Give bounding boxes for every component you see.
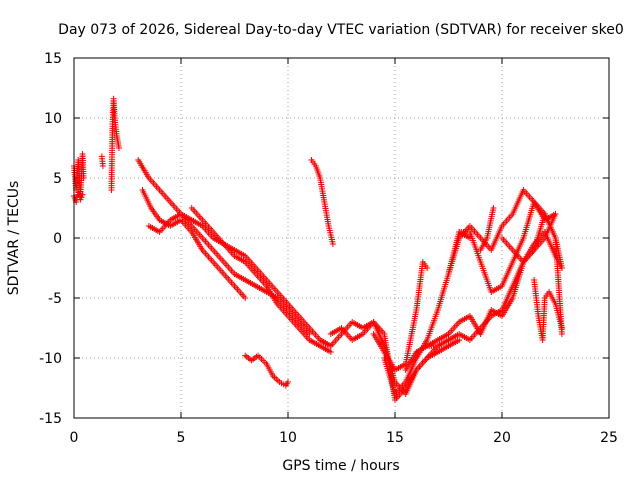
data-point <box>242 295 249 301</box>
data-point <box>115 145 122 151</box>
series-arc12 <box>327 319 441 397</box>
series-arc13 <box>370 259 431 373</box>
series-arc16 <box>424 229 565 349</box>
series-arc21 <box>531 277 565 343</box>
x-tick-label: 25 <box>600 430 618 446</box>
data-point <box>558 325 565 331</box>
series-arc6 <box>139 187 249 301</box>
y-axis-label: SDTVAR / TECUs <box>6 181 22 296</box>
data-point <box>490 205 497 211</box>
series-arc4 <box>108 95 122 193</box>
data-point <box>329 241 336 247</box>
x-axis-label: GPS time / hours <box>282 458 399 474</box>
series-arc3 <box>98 153 106 169</box>
x-tick-label: 20 <box>493 430 511 446</box>
data-point <box>558 331 565 337</box>
series-arc9 <box>242 352 291 389</box>
series-arc20 <box>499 211 565 337</box>
data-point <box>80 175 87 181</box>
x-tick-label: 10 <box>279 430 297 446</box>
y-tick-label: 5 <box>53 171 62 187</box>
axis-ticks: 0 5 10 15 20 25 15 10 5 0 -5 -10 -15 <box>39 51 618 446</box>
series-arc1 <box>71 151 87 199</box>
series-arc7 <box>145 211 313 337</box>
data-series <box>71 95 565 403</box>
data-point <box>558 265 565 271</box>
y-tick-label: 15 <box>44 51 62 67</box>
data-point <box>285 379 291 385</box>
y-tick-label: 10 <box>44 111 62 127</box>
plot-frame <box>73 57 610 419</box>
y-tick-label: -15 <box>39 411 62 427</box>
series-arc19 <box>477 205 497 253</box>
y-tick-label: -5 <box>48 291 62 307</box>
data-point <box>79 191 86 198</box>
series-arc2 <box>71 189 86 205</box>
x-tick-label: 0 <box>70 430 79 446</box>
data-point <box>327 349 334 355</box>
series-arc10 <box>308 157 336 247</box>
y-tick-label: -10 <box>39 351 62 367</box>
data-point <box>306 331 313 337</box>
chart-title: Day 073 of 2026, Sidereal Day-to-day VTE… <box>58 22 624 38</box>
series-arc8 <box>188 205 334 349</box>
y-tick-label: 0 <box>53 231 62 247</box>
data-point <box>424 265 431 271</box>
data-point <box>552 211 559 217</box>
grid-lines <box>74 58 609 418</box>
x-tick-label: 15 <box>386 430 404 446</box>
data-point <box>456 337 463 343</box>
data-point <box>99 163 106 169</box>
x-tick-label: 5 <box>177 430 186 446</box>
